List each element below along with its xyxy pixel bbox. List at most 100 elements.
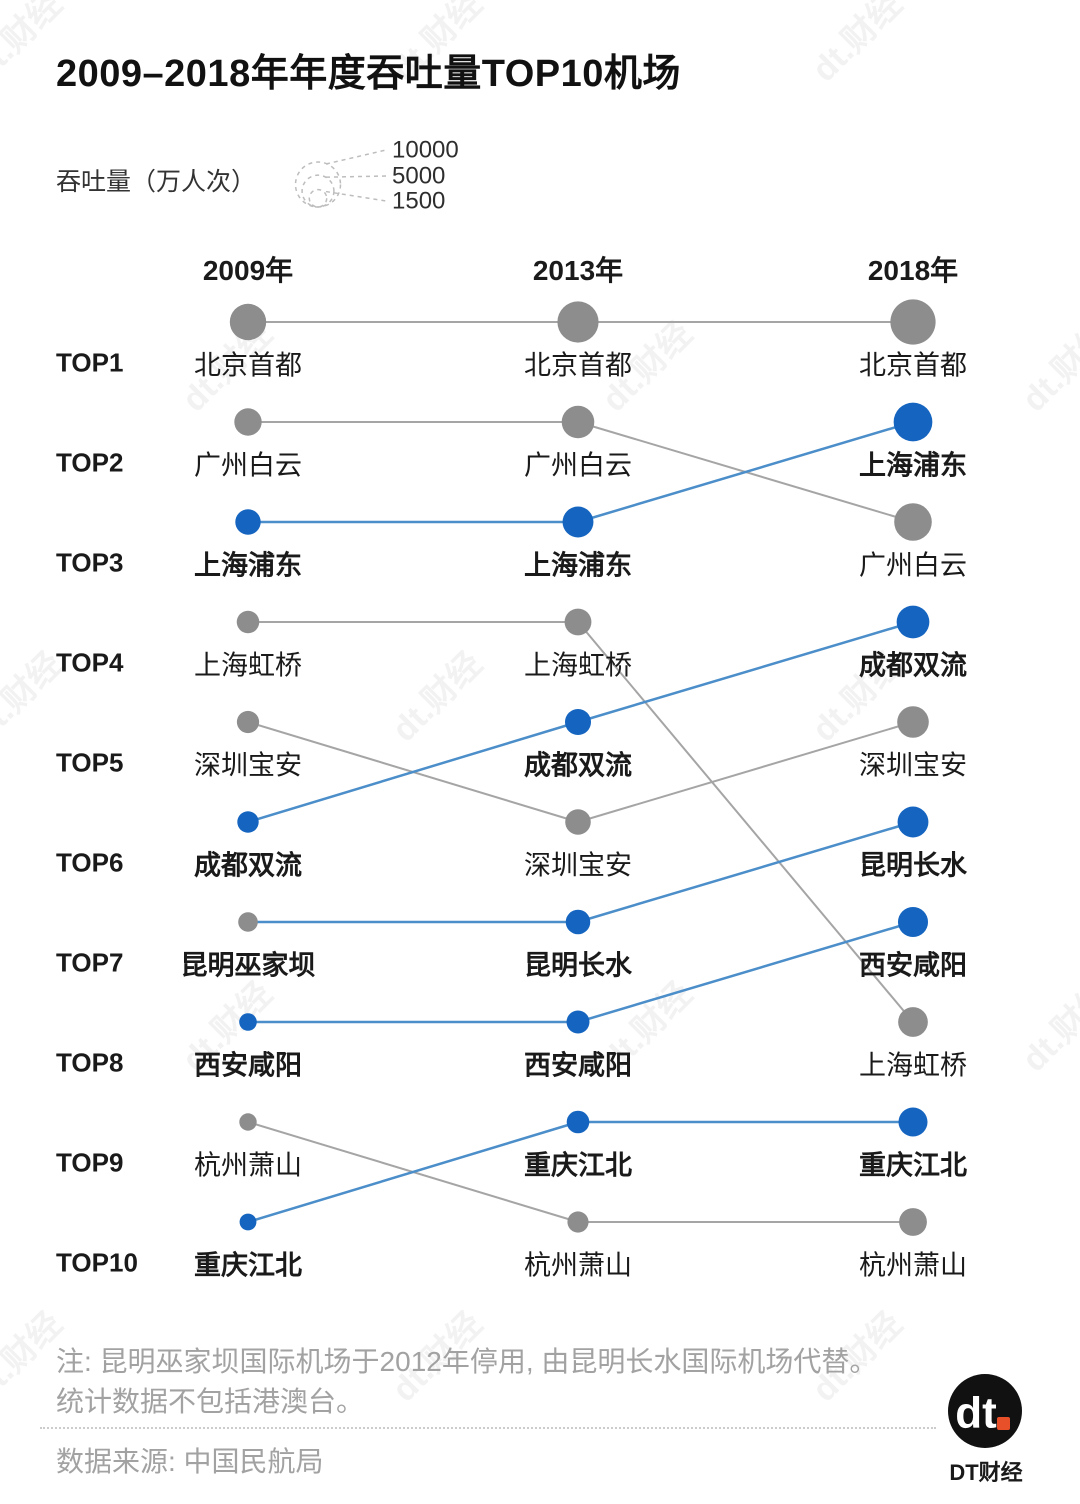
airport-dot-chongqing-jiangbei-col2 bbox=[898, 1107, 928, 1137]
airport-label-chengdu-shuangliu-col1: 成都双流 bbox=[524, 750, 632, 781]
column-header-0: 2009年 bbox=[202, 255, 294, 286]
airport-label-shanghai-hongqiao-col1: 上海虹桥 bbox=[524, 650, 632, 681]
airport-dot-xian-xianyang-col1 bbox=[566, 1010, 590, 1034]
airport-dot-shanghai-pudong-col0 bbox=[235, 509, 261, 535]
airport-dot-shenzhen-baoan-col2 bbox=[897, 706, 929, 738]
airport-label-chongqing-jiangbei-col0: 重庆江北 bbox=[194, 1250, 302, 1281]
airport-dot-guangzhou-baiyun-col1 bbox=[561, 405, 595, 439]
footnote-line-2: 统计数据不包括港澳台。 bbox=[56, 1386, 365, 1417]
legend-leader-line-5000 bbox=[325, 175, 387, 178]
airport-dot-shanghai-hongqiao-col1 bbox=[564, 608, 592, 636]
footnote-line-1: 注: 昆明巫家坝国际机场于2012年停用, 由昆明长水国际机场代替。 bbox=[56, 1346, 878, 1377]
airport-label-shenzhen-baoan-col0: 深圳宝安 bbox=[194, 750, 302, 781]
airport-label-kunming-col0: 昆明巫家坝 bbox=[180, 950, 316, 981]
airport-label-chongqing-jiangbei-col2: 重庆江北 bbox=[859, 1150, 967, 1181]
airport-label-beijing-capital-col0: 北京首都 bbox=[194, 350, 302, 381]
airport-dot-kunming-col2 bbox=[897, 806, 929, 838]
legend-circle-5000 bbox=[301, 174, 335, 208]
airport-label-shanghai-hongqiao-col2: 上海虹桥 bbox=[859, 1050, 967, 1081]
legend-size-label-1500: 1500 bbox=[392, 188, 445, 215]
airport-label-hangzhou-xiaoshan-col1: 杭州萧山 bbox=[524, 1250, 632, 1281]
chart-title: 2009–2018年年度吞吐量TOP10机场 bbox=[56, 53, 681, 95]
rank-label-6: TOP6 bbox=[56, 847, 124, 878]
airport-dot-guangzhou-baiyun-col0 bbox=[234, 408, 262, 436]
airport-dot-chengdu-shuangliu-col2 bbox=[896, 605, 930, 639]
airport-dot-chengdu-shuangliu-col1 bbox=[564, 708, 592, 736]
airport-label-shanghai-pudong-col0: 上海浦东 bbox=[194, 550, 302, 581]
rank-label-3: TOP3 bbox=[56, 547, 124, 578]
legend-leader-line-1500 bbox=[325, 190, 387, 202]
rank-label-8: TOP8 bbox=[56, 1047, 124, 1078]
airport-label-chongqing-jiangbei-col1: 重庆江北 bbox=[524, 1150, 632, 1181]
airport-label-shenzhen-baoan-col2: 深圳宝安 bbox=[859, 750, 967, 781]
link-chongqing-jiangbei-seg0 bbox=[246, 1120, 580, 1224]
link-shanghai-pudong-seg1 bbox=[576, 420, 915, 524]
airport-label-xian-xianyang-col2: 西安咸阳 bbox=[859, 950, 967, 981]
airport-dot-chongqing-jiangbei-col0 bbox=[239, 1213, 257, 1231]
dotted-separator bbox=[40, 1427, 936, 1429]
airport-label-guangzhou-baiyun-col1: 广州白云 bbox=[524, 450, 632, 481]
link-kunming-seg1 bbox=[576, 820, 915, 924]
airport-dot-guangzhou-baiyun-col2 bbox=[894, 503, 932, 541]
airport-dot-shanghai-pudong-col2 bbox=[893, 402, 933, 442]
airport-dot-chongqing-jiangbei-col1 bbox=[566, 1110, 590, 1134]
rank-label-2: TOP2 bbox=[56, 447, 124, 478]
airport-dot-hangzhou-xiaoshan-col1 bbox=[567, 1211, 589, 1233]
legend-size-label-10000: 10000 bbox=[392, 137, 459, 164]
airport-label-guangzhou-baiyun-col2: 广州白云 bbox=[859, 550, 967, 581]
airport-dot-chengdu-shuangliu-col0 bbox=[237, 811, 259, 833]
airport-label-chengdu-shuangliu-col2: 成都双流 bbox=[859, 650, 967, 681]
airport-label-beijing-capital-col2: 北京首都 bbox=[859, 350, 967, 381]
airport-dot-shanghai-pudong-col1 bbox=[562, 506, 594, 538]
link-shanghai-hongqiao-seg1 bbox=[577, 621, 914, 1023]
legend-leader-line-10000 bbox=[325, 149, 387, 165]
rank-label-7: TOP7 bbox=[56, 947, 124, 978]
footnote: 注: 昆明巫家坝国际机场于2012年停用, 由昆明长水国际机场代替。 统计数据不… bbox=[56, 1342, 877, 1422]
airport-dot-kunming-col0 bbox=[238, 912, 258, 932]
link-xian-xianyang-seg1 bbox=[576, 920, 915, 1024]
logo-caption: DT财经 bbox=[949, 1460, 1023, 1485]
airport-dot-beijing-capital-col1 bbox=[557, 301, 599, 343]
airport-dot-xian-xianyang-col0 bbox=[239, 1013, 257, 1031]
rank-label-9: TOP9 bbox=[56, 1147, 124, 1178]
rank-label-1: TOP1 bbox=[56, 347, 124, 378]
airport-label-hangzhou-xiaoshan-col2: 杭州萧山 bbox=[859, 1250, 967, 1281]
column-header-2: 2018年 bbox=[867, 255, 959, 286]
airport-label-chengdu-shuangliu-col0: 成都双流 bbox=[194, 850, 302, 881]
airport-label-shenzhen-baoan-col1: 深圳宝安 bbox=[524, 850, 632, 881]
airport-label-xian-xianyang-col0: 西安咸阳 bbox=[194, 1050, 302, 1081]
dt-logo-mark: dt bbox=[948, 1374, 1022, 1448]
airport-dot-shanghai-hongqiao-col2 bbox=[898, 1007, 928, 1037]
rank-label-5: TOP5 bbox=[56, 747, 124, 778]
airport-dot-hangzhou-xiaoshan-col2 bbox=[899, 1208, 927, 1236]
size-legend-label: 吞吐量（万人次） bbox=[56, 168, 257, 196]
airport-label-shanghai-pudong-col1: 上海浦东 bbox=[524, 550, 632, 581]
airport-dot-xian-xianyang-col2 bbox=[897, 906, 929, 938]
legend-circle-1500 bbox=[308, 188, 328, 208]
link-chengdu-shuangliu-seg0 bbox=[246, 720, 580, 824]
logo-dot bbox=[997, 1417, 1010, 1430]
data-source: 数据来源: 中国民航局 bbox=[56, 1446, 324, 1477]
legend-size-label-5000: 5000 bbox=[392, 163, 445, 190]
dt-logo: dt DT财经 bbox=[925, 1351, 1047, 1491]
column-header-1: 2013年 bbox=[532, 255, 624, 286]
airport-dot-kunming-col1 bbox=[565, 909, 591, 935]
airport-label-kunming-col2: 昆明长水 bbox=[859, 850, 967, 881]
rank-label-10: TOP10 bbox=[56, 1247, 138, 1278]
airport-dot-shanghai-hongqiao-col0 bbox=[236, 610, 260, 634]
airport-dot-shenzhen-baoan-col0 bbox=[236, 710, 260, 734]
airport-dot-beijing-capital-col2 bbox=[890, 299, 936, 345]
airport-label-guangzhou-baiyun-col0: 广州白云 bbox=[194, 450, 302, 481]
airport-dot-beijing-capital-col0 bbox=[229, 303, 267, 341]
airport-label-beijing-capital-col1: 北京首都 bbox=[524, 350, 632, 381]
rank-label-4: TOP4 bbox=[56, 647, 124, 678]
logo-letters: dt bbox=[955, 1389, 997, 1438]
airport-dot-shenzhen-baoan-col1 bbox=[565, 809, 591, 835]
airport-label-shanghai-pudong-col2: 上海浦东 bbox=[859, 450, 967, 481]
airport-dot-hangzhou-xiaoshan-col0 bbox=[239, 1113, 257, 1131]
airport-label-kunming-col1: 昆明长水 bbox=[524, 950, 632, 981]
link-shenzhen-baoan-seg1 bbox=[577, 721, 914, 823]
legend-circle-10000 bbox=[294, 161, 342, 208]
